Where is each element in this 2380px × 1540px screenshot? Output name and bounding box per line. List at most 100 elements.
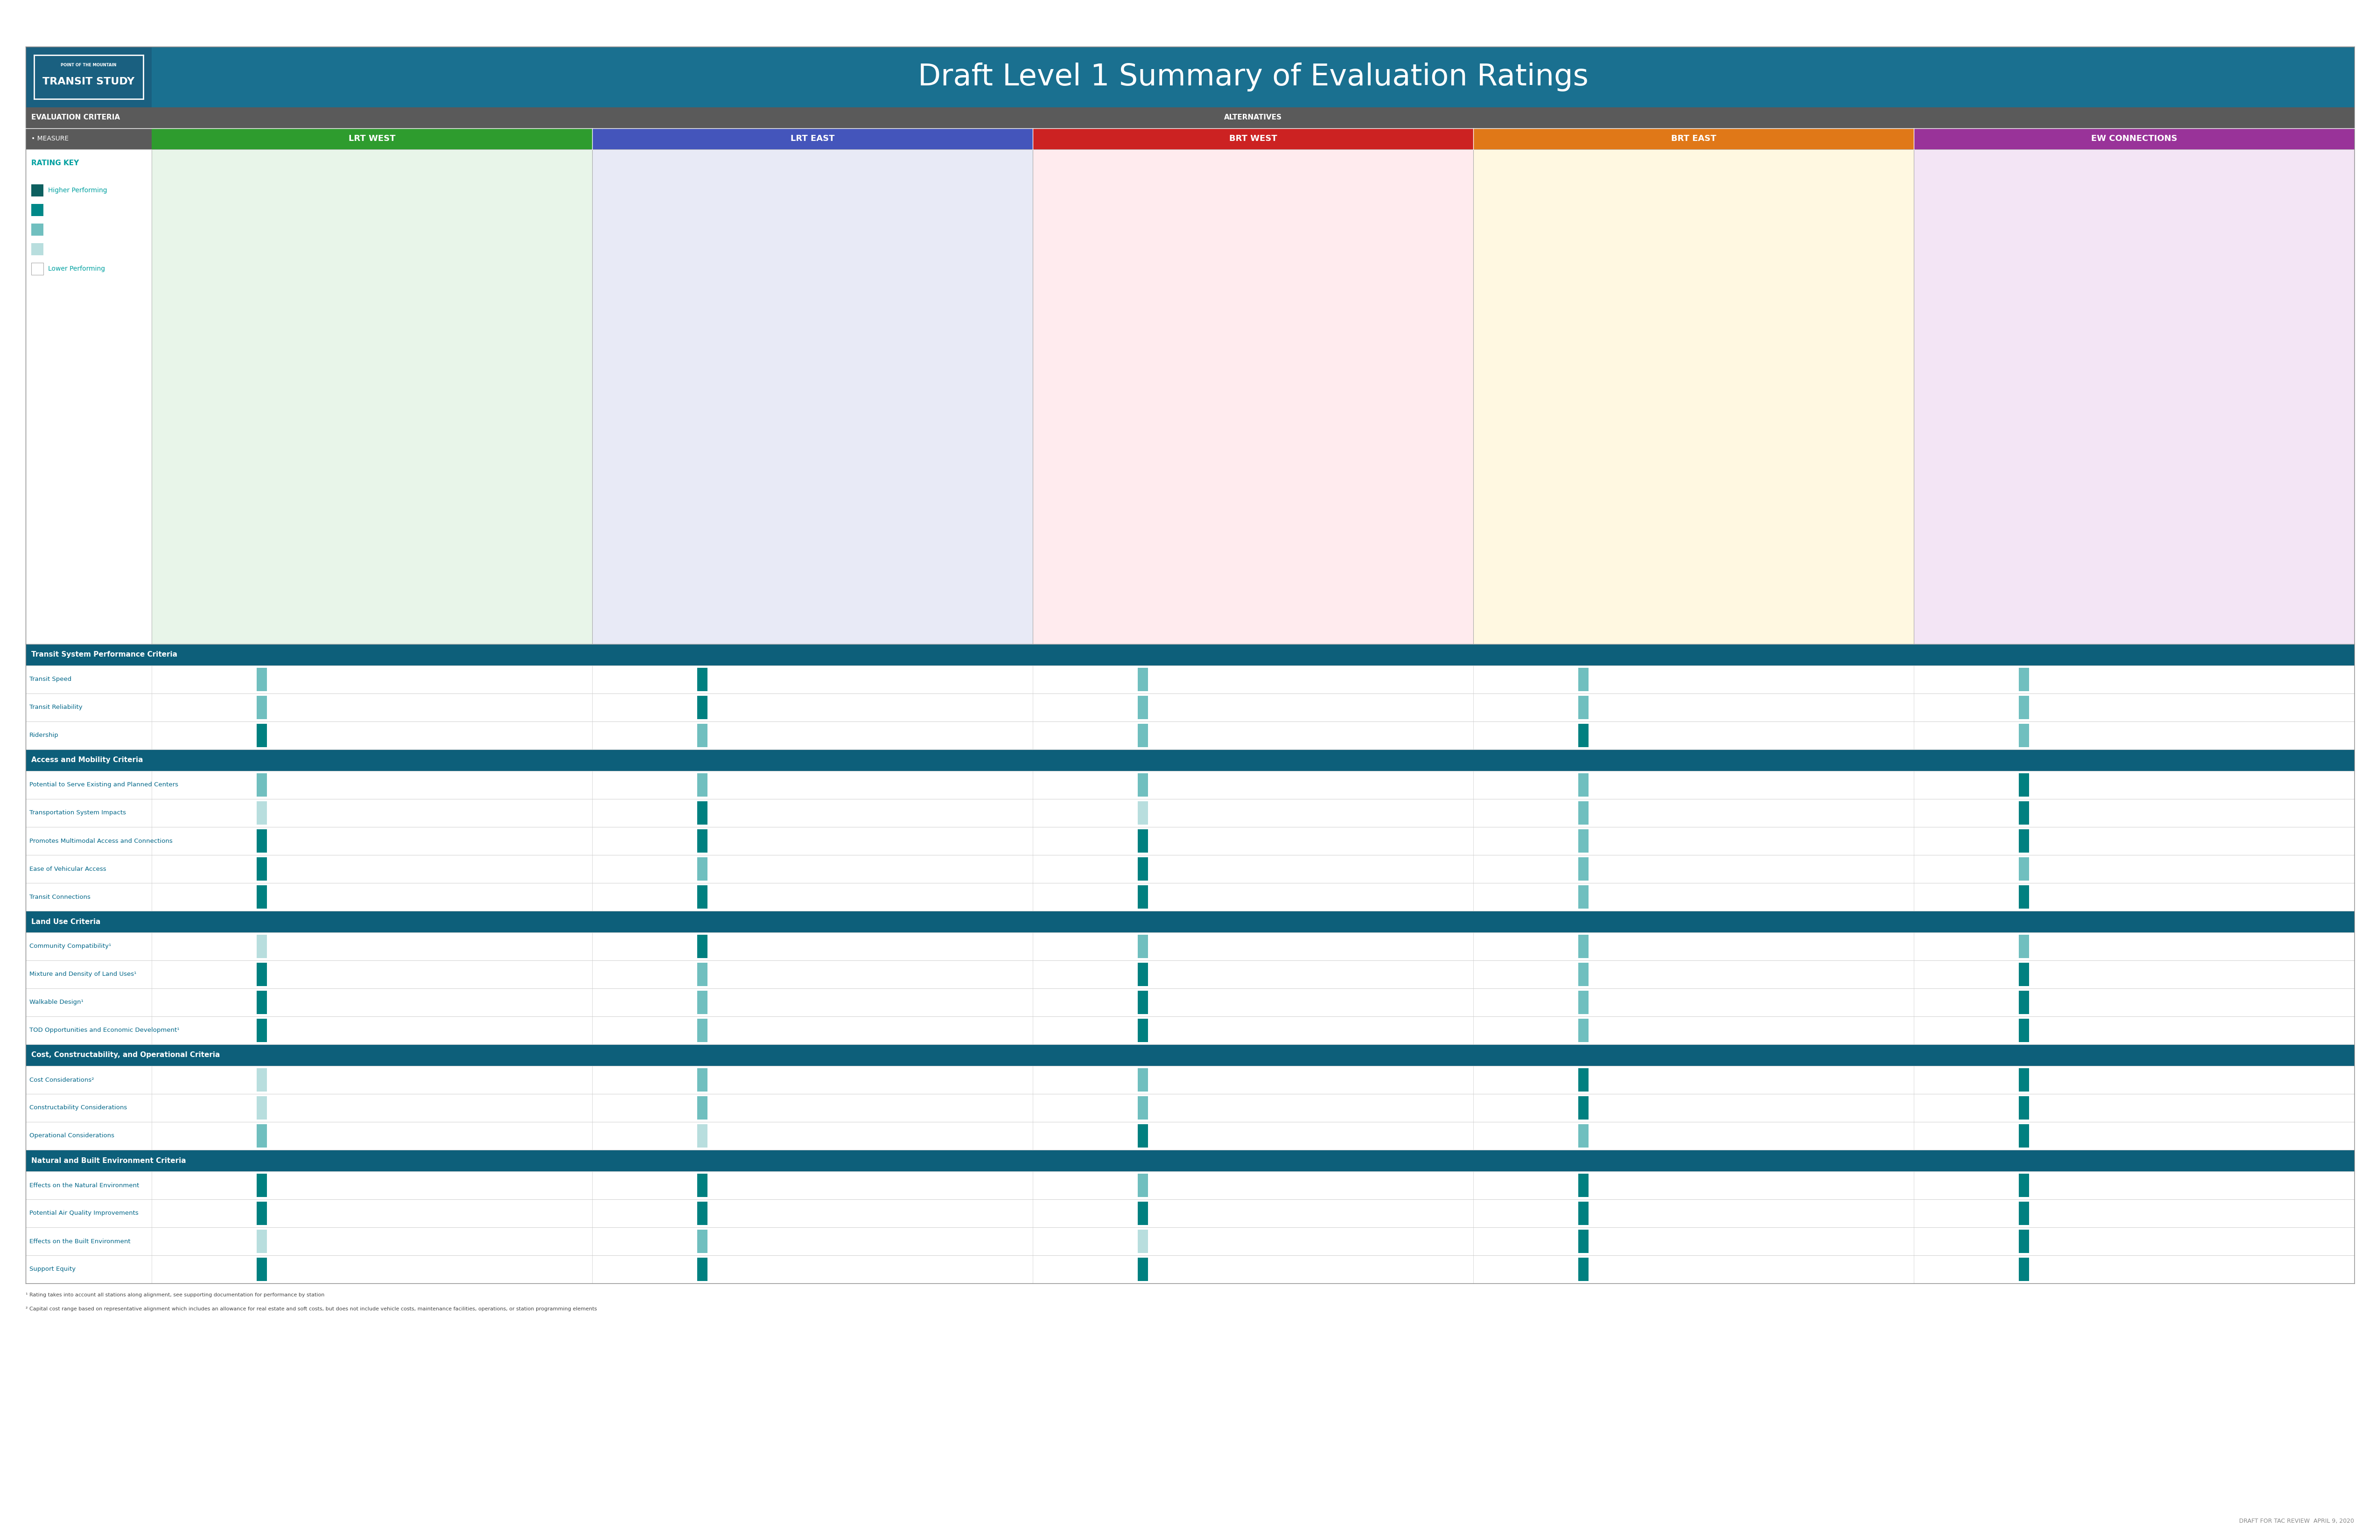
Bar [697, 990, 707, 1013]
Bar [257, 829, 267, 853]
Bar [1138, 829, 1147, 853]
Text: Potential to Serve Existing and Planned Centers: Potential to Serve Existing and Planned … [29, 782, 178, 788]
Bar [697, 858, 707, 881]
Bar [2018, 801, 2030, 824]
Bar [26, 989, 2354, 1016]
Bar [26, 827, 2354, 855]
Bar [697, 829, 707, 853]
Bar [152, 46, 2354, 108]
Text: Ease of Vehicular Access: Ease of Vehicular Access [29, 865, 107, 872]
Bar [697, 1173, 707, 1197]
Text: EVALUATION CRITERIA: EVALUATION CRITERIA [31, 114, 119, 122]
Text: ALTERNATIVES: ALTERNATIVES [1223, 114, 1283, 122]
Bar [1578, 696, 1587, 719]
Bar [1138, 990, 1147, 1013]
Bar [2018, 1258, 2030, 1281]
Bar [257, 773, 267, 796]
Text: Support Equity: Support Equity [29, 1266, 76, 1272]
Bar [1578, 935, 1587, 958]
Bar [257, 858, 267, 881]
Bar [1138, 1173, 1147, 1197]
Bar [26, 644, 2354, 665]
Text: BRT EAST: BRT EAST [1671, 134, 1716, 143]
Bar [593, 128, 1033, 149]
Bar [257, 696, 267, 719]
Bar [1578, 829, 1587, 853]
Bar [1033, 149, 1473, 644]
Text: ² Capital cost range based on representative alignment which includes an allowan: ² Capital cost range based on representa… [26, 1306, 597, 1312]
Bar [257, 885, 267, 909]
Bar [2018, 696, 2030, 719]
Text: Effects on the Built Environment: Effects on the Built Environment [29, 1238, 131, 1244]
Text: Transit Reliability: Transit Reliability [29, 704, 83, 710]
Bar [1138, 801, 1147, 824]
Bar [697, 724, 707, 747]
Bar [26, 721, 2354, 750]
Bar [1033, 149, 1473, 644]
Bar [697, 885, 707, 909]
Bar [1578, 1229, 1587, 1254]
Bar [1578, 724, 1587, 747]
Bar [26, 882, 2354, 912]
Bar [257, 1201, 267, 1224]
Bar [593, 149, 1033, 644]
Text: Constructability Considerations: Constructability Considerations [29, 1104, 126, 1110]
Bar [26, 149, 152, 644]
Bar [31, 223, 43, 236]
Bar [2018, 858, 2030, 881]
Bar [1578, 1069, 1587, 1092]
Text: POINT OF THE MOUNTAIN: POINT OF THE MOUNTAIN [62, 63, 117, 68]
Bar [1914, 149, 2354, 644]
Bar [2018, 773, 2030, 796]
Text: Operational Considerations: Operational Considerations [29, 1133, 114, 1140]
Bar [697, 1096, 707, 1120]
Bar [2018, 1124, 2030, 1147]
Bar [1914, 128, 2354, 149]
Text: TRANSIT STUDY: TRANSIT STUDY [43, 77, 136, 86]
Bar [26, 932, 2354, 961]
Bar [1473, 149, 1914, 644]
Bar [26, 1044, 2354, 1066]
Bar [31, 263, 43, 274]
Bar [1578, 801, 1587, 824]
Bar [26, 665, 2354, 693]
Bar [2018, 1201, 2030, 1224]
Text: Potential Air Quality Improvements: Potential Air Quality Improvements [29, 1210, 138, 1217]
Text: Cost Considerations²: Cost Considerations² [29, 1076, 95, 1083]
Bar [697, 1201, 707, 1224]
Bar [697, 1124, 707, 1147]
Bar [697, 773, 707, 796]
Bar [257, 724, 267, 747]
Bar [26, 1016, 2354, 1044]
Bar [26, 912, 2354, 932]
Bar [1473, 149, 1914, 644]
Text: Effects on the Natural Environment: Effects on the Natural Environment [29, 1183, 138, 1189]
Bar [2018, 724, 2030, 747]
Bar [2018, 1173, 2030, 1197]
Bar [2018, 1229, 2030, 1254]
Bar [31, 203, 43, 216]
Bar [26, 1227, 2354, 1255]
Bar [257, 990, 267, 1013]
Bar [2018, 1019, 2030, 1043]
Bar [152, 128, 593, 149]
Text: BRT WEST: BRT WEST [1228, 134, 1278, 143]
Bar [257, 962, 267, 986]
Bar [1138, 1201, 1147, 1224]
Text: Promotes Multimodal Access and Connections: Promotes Multimodal Access and Connectio… [29, 838, 171, 844]
Bar [1138, 724, 1147, 747]
Bar [257, 1124, 267, 1147]
Text: Mixture and Density of Land Uses¹: Mixture and Density of Land Uses¹ [29, 972, 136, 978]
Bar [1138, 773, 1147, 796]
Text: Transit Speed: Transit Speed [29, 676, 71, 682]
Text: Ridership: Ridership [29, 733, 60, 739]
Bar [26, 108, 152, 128]
Text: RATING KEY: RATING KEY [31, 160, 79, 166]
Bar [257, 801, 267, 824]
Bar [1914, 149, 2354, 644]
Bar [257, 668, 267, 691]
Text: Cost, Constructability, and Operational Criteria: Cost, Constructability, and Operational … [31, 1052, 219, 1058]
Bar [1138, 1258, 1147, 1281]
Text: • MEASURE: • MEASURE [31, 136, 69, 142]
Bar [2018, 1069, 2030, 1092]
